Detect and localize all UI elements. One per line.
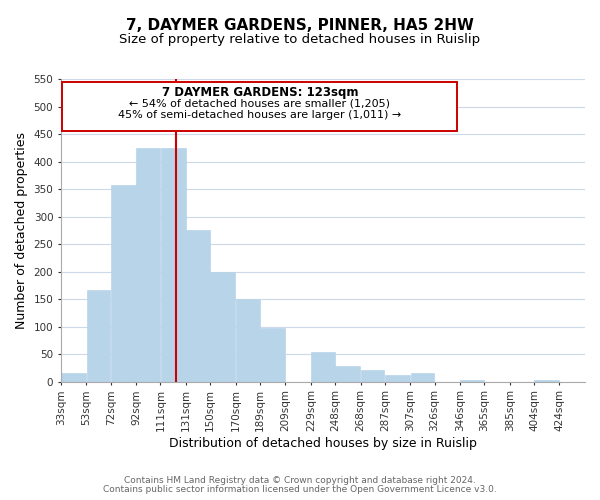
X-axis label: Distribution of detached houses by size in Ruislip: Distribution of detached houses by size … [169,437,477,450]
Y-axis label: Number of detached properties: Number of detached properties [15,132,28,329]
Bar [87,290,110,382]
Text: 7, DAYMER GARDENS, PINNER, HA5 2HW: 7, DAYMER GARDENS, PINNER, HA5 2HW [126,18,474,32]
Text: Contains HM Land Registry data © Crown copyright and database right 2024.: Contains HM Land Registry data © Crown c… [124,476,476,485]
Bar [211,272,235,382]
Text: 45% of semi-detached houses are larger (1,011) →: 45% of semi-detached houses are larger (… [118,110,401,120]
Bar [410,374,434,382]
Bar [236,299,260,382]
Bar [61,374,86,382]
Bar [460,380,484,382]
Text: Contains public sector information licensed under the Open Government Licence v3: Contains public sector information licen… [103,485,497,494]
FancyBboxPatch shape [62,82,457,132]
Bar [535,380,559,382]
Bar [311,352,335,382]
Bar [186,230,210,382]
Bar [136,148,160,382]
Bar [111,185,136,382]
Bar [260,328,285,382]
Text: 7 DAYMER GARDENS: 123sqm: 7 DAYMER GARDENS: 123sqm [161,86,358,99]
Bar [361,370,385,382]
Text: Size of property relative to detached houses in Ruislip: Size of property relative to detached ho… [119,32,481,46]
Bar [161,148,185,382]
Bar [335,366,360,382]
Text: ← 54% of detached houses are smaller (1,205): ← 54% of detached houses are smaller (1,… [130,98,391,108]
Bar [385,374,410,382]
